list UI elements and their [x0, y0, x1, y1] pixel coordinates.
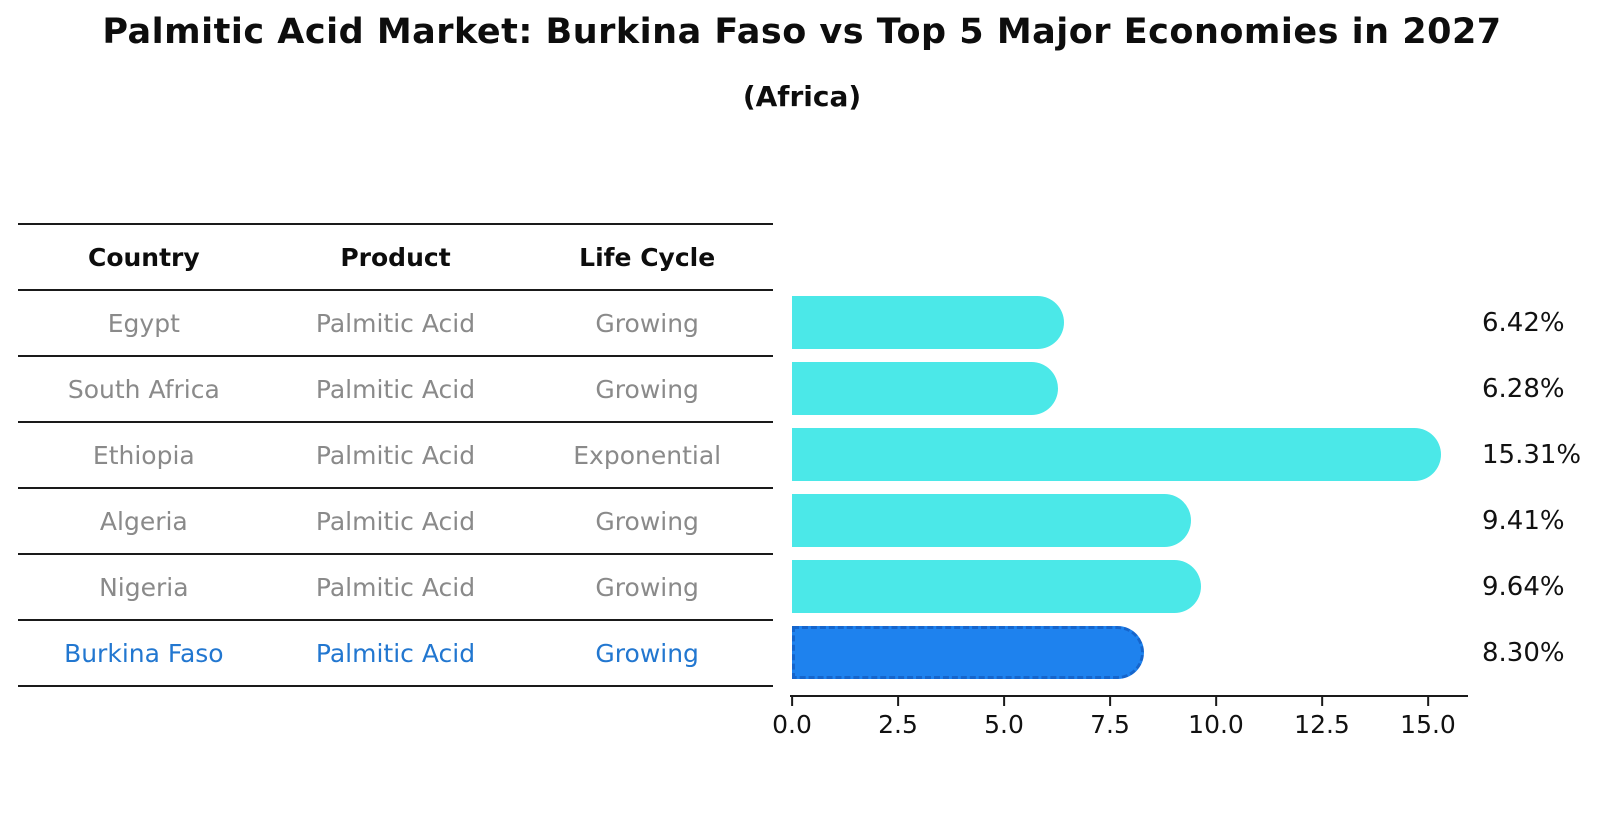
tick-label: 10.0 — [1188, 710, 1244, 739]
column-header-country: Country — [87, 242, 200, 272]
tick-mark — [1214, 697, 1217, 706]
column-header-life-cycle: Life Cycle — [579, 242, 716, 272]
product-cell: Palmitic Acid — [315, 572, 476, 602]
x-axis-tick: 5.0 — [984, 697, 1024, 739]
bar-value-label: 15.31% — [1482, 440, 1582, 470]
tick-mark — [1320, 697, 1323, 706]
tick-mark — [1426, 697, 1429, 706]
tick-mark — [896, 697, 899, 706]
x-axis-tick: 12.5 — [1294, 697, 1350, 739]
bar-egypt — [792, 296, 1065, 349]
tick-mark — [1002, 697, 1005, 706]
bar-value-label: 9.64% — [1482, 572, 1565, 602]
x-axis-tick: 10.0 — [1188, 697, 1244, 739]
bar-value-label: 6.42% — [1482, 308, 1565, 338]
country-cell: Burkina Faso — [64, 638, 224, 668]
tick-mark — [790, 697, 793, 706]
table-row: Nigeria Palmitic Acid Growing — [18, 555, 773, 621]
life-cycle-cell: Growing — [595, 374, 699, 404]
bar-value-label: 9.41% — [1482, 506, 1565, 536]
life-cycle-cell: Exponential — [573, 440, 722, 470]
table-row: Algeria Palmitic Acid Growing — [18, 489, 773, 555]
product-cell: Palmitic Acid — [315, 308, 476, 338]
product-cell: Palmitic Acid — [315, 440, 476, 470]
tick-label: 5.0 — [984, 710, 1024, 739]
chart-subtitle: (Africa) — [742, 80, 862, 113]
tick-label: 0.0 — [772, 710, 812, 739]
table-row: South Africa Palmitic Acid Growing — [18, 357, 773, 423]
chart-title: Palmitic Acid Market: Burkina Faso vs To… — [102, 12, 1502, 52]
column-header-product: Product — [340, 242, 451, 272]
bar-south-africa — [792, 362, 1059, 415]
bar-ethiopia — [792, 428, 1442, 481]
bar-algeria — [792, 494, 1191, 547]
tick-mark — [1108, 697, 1111, 706]
bar-value-label: 8.30% — [1482, 638, 1565, 668]
table-row-burkina-faso: Burkina Faso Palmitic Acid Growing — [18, 621, 773, 687]
life-cycle-cell: Growing — [595, 308, 699, 338]
tick-label: 12.5 — [1294, 710, 1350, 739]
bar-value-label: 6.28% — [1482, 374, 1565, 404]
x-axis-tick: 15.0 — [1400, 697, 1456, 739]
product-cell: Palmitic Acid — [315, 638, 476, 668]
tick-label: 15.0 — [1400, 710, 1456, 739]
life-cycle-cell: Growing — [595, 572, 699, 602]
country-cell: Algeria — [99, 506, 188, 536]
country-cell: Ethiopia — [92, 440, 195, 470]
x-axis-tick: 0.0 — [772, 697, 812, 739]
bar-nigeria — [792, 560, 1201, 613]
country-cell: Egypt — [107, 308, 180, 338]
product-cell: Palmitic Acid — [315, 374, 476, 404]
country-cell: South Africa — [67, 374, 220, 404]
life-cycle-cell: Growing — [595, 506, 699, 536]
product-cell: Palmitic Acid — [315, 506, 476, 536]
country-cell: Nigeria — [99, 572, 189, 602]
x-axis-line — [790, 695, 1468, 697]
x-axis-tick: 2.5 — [878, 697, 918, 739]
table-row: Egypt Palmitic Acid Growing — [18, 291, 773, 357]
table-row: Ethiopia Palmitic Acid Exponential — [18, 423, 773, 489]
table-header-row: Country Product Life Cycle — [18, 223, 773, 291]
tick-label: 2.5 — [878, 710, 918, 739]
tick-label: 7.5 — [1090, 710, 1130, 739]
life-cycle-cell: Growing — [595, 638, 699, 668]
bar-burkina-faso — [792, 626, 1144, 679]
x-axis-tick: 7.5 — [1090, 697, 1130, 739]
country-table: Country Product Life Cycle Egypt Palmiti… — [18, 223, 773, 687]
